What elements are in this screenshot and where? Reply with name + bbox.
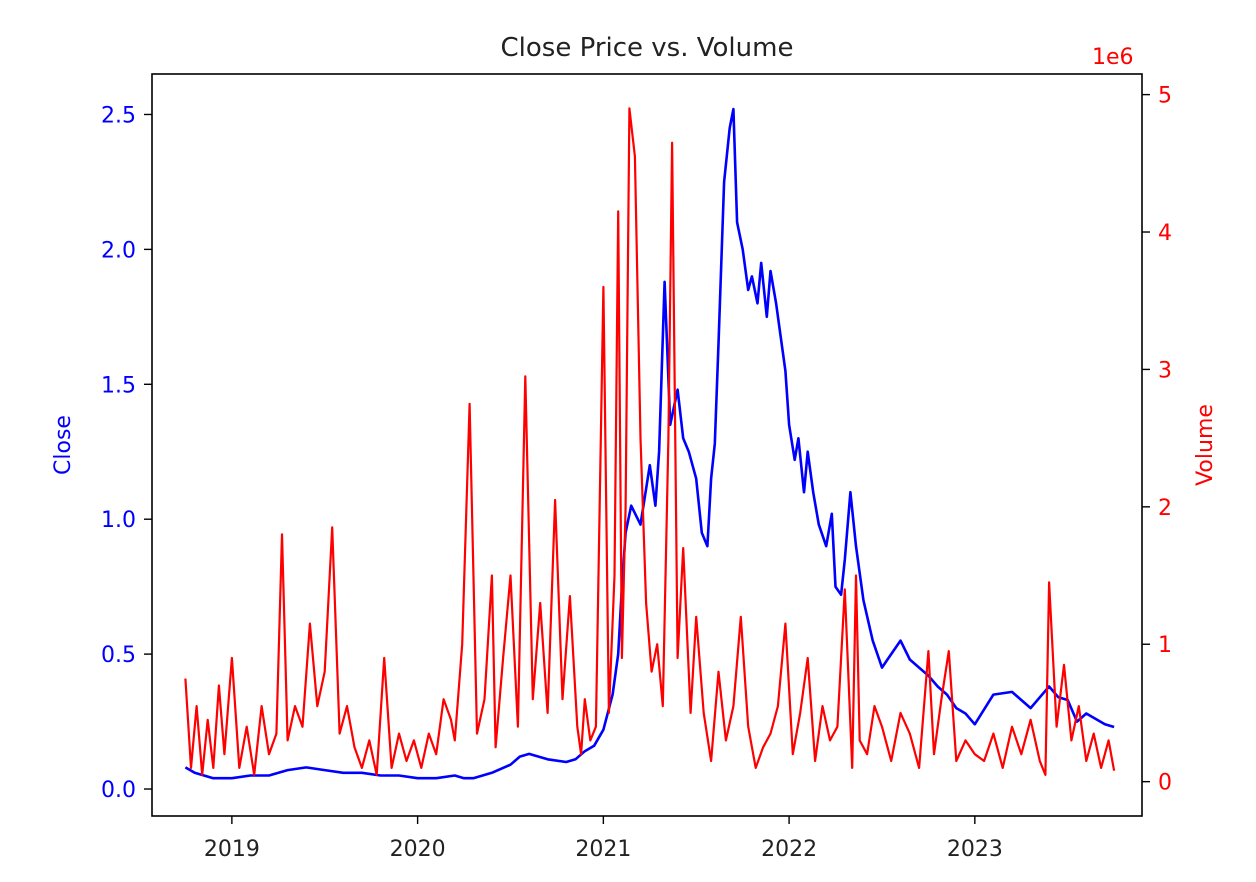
right-tick-label: 3 <box>1158 358 1172 383</box>
left-tick-label: 2.0 <box>101 238 136 263</box>
series-line-close <box>184 107 1115 780</box>
left-tick-label: 0.0 <box>101 778 136 803</box>
left-tick-label: 1.5 <box>101 373 136 398</box>
right-tick-label: 4 <box>1158 221 1172 246</box>
x-tick-label: 2023 <box>947 837 1003 862</box>
right-axis-offset-text: 1e6 <box>1092 45 1134 70</box>
x-tick-label: 2020 <box>390 837 446 862</box>
x-tick-label: 2021 <box>575 837 631 862</box>
right-tick-label: 2 <box>1158 496 1172 521</box>
x-tick-label: 2019 <box>204 837 260 862</box>
left-tick-label: 1.0 <box>101 508 136 533</box>
x-tick-label: 2022 <box>761 837 817 862</box>
plot-frame <box>151 73 1143 817</box>
left-tick-label: 0.5 <box>101 643 136 668</box>
series-line-volume <box>184 107 1116 776</box>
left-tick-label: 2.5 <box>101 103 136 128</box>
right-tick-label: 1 <box>1158 633 1172 658</box>
right-axis-label: Volume <box>1193 404 1218 486</box>
left-axis-label: Close <box>51 415 76 475</box>
right-tick-label: 0 <box>1158 771 1172 796</box>
right-tick-label: 5 <box>1158 84 1172 109</box>
chart-title: Close Price vs. Volume <box>501 33 794 63</box>
